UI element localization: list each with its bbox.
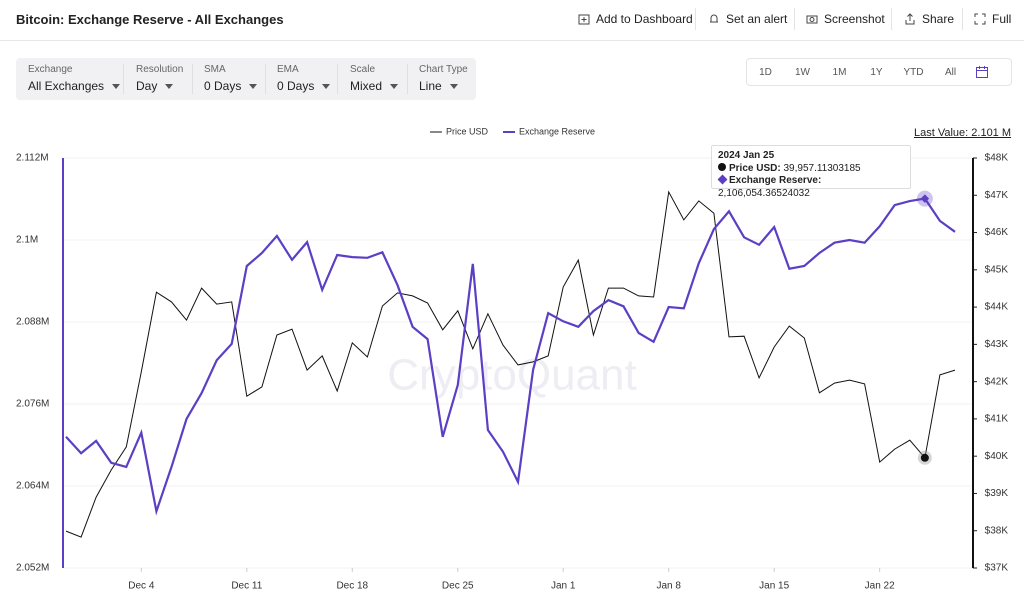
- filter[interactable]: SMA 0 Days: [204, 64, 257, 93]
- y2-tick-label: $47K: [985, 190, 1009, 201]
- y2-tick-label: $48K: [985, 153, 1009, 164]
- line: [65, 190, 956, 538]
- y2-tick-label: $39K: [985, 488, 1009, 499]
- separator: [891, 8, 892, 30]
- tooltip-name: Price USD: [729, 163, 781, 174]
- icon: [905, 13, 915, 25]
- y2-tick-label: $41K: [985, 414, 1009, 425]
- filter[interactable]: EMA 0 Days: [277, 64, 330, 93]
- label: Screenshot: [824, 12, 885, 26]
- filter[interactable]: Chart Type Line: [419, 64, 468, 93]
- filter-label: EMA: [277, 64, 299, 75]
- range-button[interactable]: 1Y: [870, 66, 883, 78]
- separator: [407, 64, 408, 94]
- legend-label: Price USD: [446, 126, 489, 136]
- legend-label: Exchange Reserve: [519, 126, 595, 136]
- y2-tick-label: $46K: [985, 227, 1009, 238]
- range-button[interactable]: 1M: [832, 66, 847, 78]
- filter-value: Day: [136, 79, 183, 93]
- add-dashboard[interactable]: Add to Dashboard: [578, 12, 693, 26]
- label: Set an alert: [726, 12, 788, 26]
- x-tick-label: Dec 18: [336, 581, 368, 592]
- y2-tick-label: $45K: [985, 264, 1009, 275]
- icon: [710, 14, 718, 23]
- x-tick-label: Jan 22: [865, 581, 895, 592]
- filter-label: Chart Type: [419, 64, 468, 75]
- x-tick-label: Dec 4: [128, 581, 155, 592]
- calendar-icon[interactable]: [975, 65, 989, 79]
- y-tick-label: 2.088M: [16, 317, 49, 328]
- y-tick-label: 2.064M: [16, 481, 49, 492]
- icon: [974, 13, 986, 25]
- x-tick-label: Jan 15: [759, 581, 789, 592]
- set-alert[interactable]: Set an alert: [708, 12, 787, 26]
- filter-value: 0 Days: [204, 79, 257, 93]
- line: [65, 197, 956, 516]
- range-button[interactable]: 1W: [795, 66, 810, 78]
- filter-label: Scale: [350, 64, 376, 75]
- icon: [806, 15, 818, 24]
- y2-tick-label: $43K: [985, 339, 1009, 350]
- filter-bar: Exchange All Exchanges Resolution Day SMA 0…: [16, 58, 476, 100]
- full[interactable]: Full: [974, 12, 1011, 26]
- filter-value: Line: [419, 79, 468, 93]
- hover-point: [920, 453, 929, 462]
- icon: [578, 14, 590, 25]
- tooltip-dot: [718, 162, 726, 171]
- range-button[interactable]: YTD: [903, 66, 924, 78]
- range-bar: 1D 1W 1M 1Y YTD All: [746, 58, 1012, 86]
- y-tick-label: 2.076M: [16, 399, 49, 410]
- x-tick-label: Jan 1: [551, 581, 576, 592]
- separator: [794, 8, 795, 30]
- last-value[interactable]: Last Value: 2.101 M: [914, 127, 1012, 139]
- separator: [265, 64, 266, 94]
- tooltip-dot: [717, 174, 728, 185]
- filter-label: Exchange: [28, 64, 73, 75]
- filter-label: SMA: [204, 64, 226, 75]
- share[interactable]: Share: [904, 12, 954, 26]
- separator: [123, 64, 124, 94]
- y-tick-label: 2.112M: [16, 153, 49, 164]
- separator: [192, 64, 193, 94]
- tooltip-value: 2,106,054.36524032: [718, 187, 810, 199]
- y-tick-label: 2.1M: [16, 235, 38, 246]
- x-tick-label: Jan 8: [656, 581, 681, 592]
- watermark: CryptoQuant: [387, 351, 636, 400]
- filter[interactable]: Resolution Day: [136, 64, 183, 93]
- x-tick-label: Dec 11: [231, 581, 262, 592]
- filter-value: Mixed: [350, 79, 398, 93]
- separator: [695, 8, 696, 30]
- y2-tick-label: $40K: [985, 451, 1009, 462]
- header: Bitcoin: Exchange Reserve - All Exchange…: [0, 0, 1024, 41]
- range-button[interactable]: All: [944, 66, 957, 78]
- screenshot[interactable]: Screenshot: [806, 12, 885, 26]
- y2-tick-label: $42K: [985, 376, 1009, 387]
- page-title: Bitcoin: Exchange Reserve - All Exchange…: [16, 12, 284, 27]
- range-button[interactable]: 1D: [759, 66, 772, 78]
- separator: [337, 64, 338, 94]
- y2-tick-label: $38K: [985, 525, 1009, 536]
- label: Share: [922, 12, 955, 26]
- y-tick-label: 2.052M: [16, 563, 49, 574]
- label: Add to Dashboard: [596, 12, 693, 26]
- filter-value: All Exchanges: [28, 79, 120, 93]
- y2-tick-label: $37K: [985, 563, 1009, 574]
- tooltip-name: Exchange Reserve: [729, 175, 821, 186]
- x-tick-label: Dec 25: [442, 581, 474, 592]
- tooltip-value: 39,957.11303185: [783, 162, 861, 174]
- filter[interactable]: Exchange All Exchanges: [28, 64, 120, 93]
- tooltip: 2024 Jan 25 Price USD 39,957.11303185 Ex…: [711, 145, 911, 199]
- filter-label: Resolution: [136, 64, 184, 75]
- filter[interactable]: Scale Mixed: [350, 64, 398, 93]
- tooltip-title: 2024 Jan 25: [718, 150, 775, 161]
- separator: [962, 8, 963, 30]
- filter-value: 0 Days: [277, 79, 330, 93]
- y2-tick-label: $44K: [985, 302, 1009, 313]
- label: Full: [992, 12, 1012, 26]
